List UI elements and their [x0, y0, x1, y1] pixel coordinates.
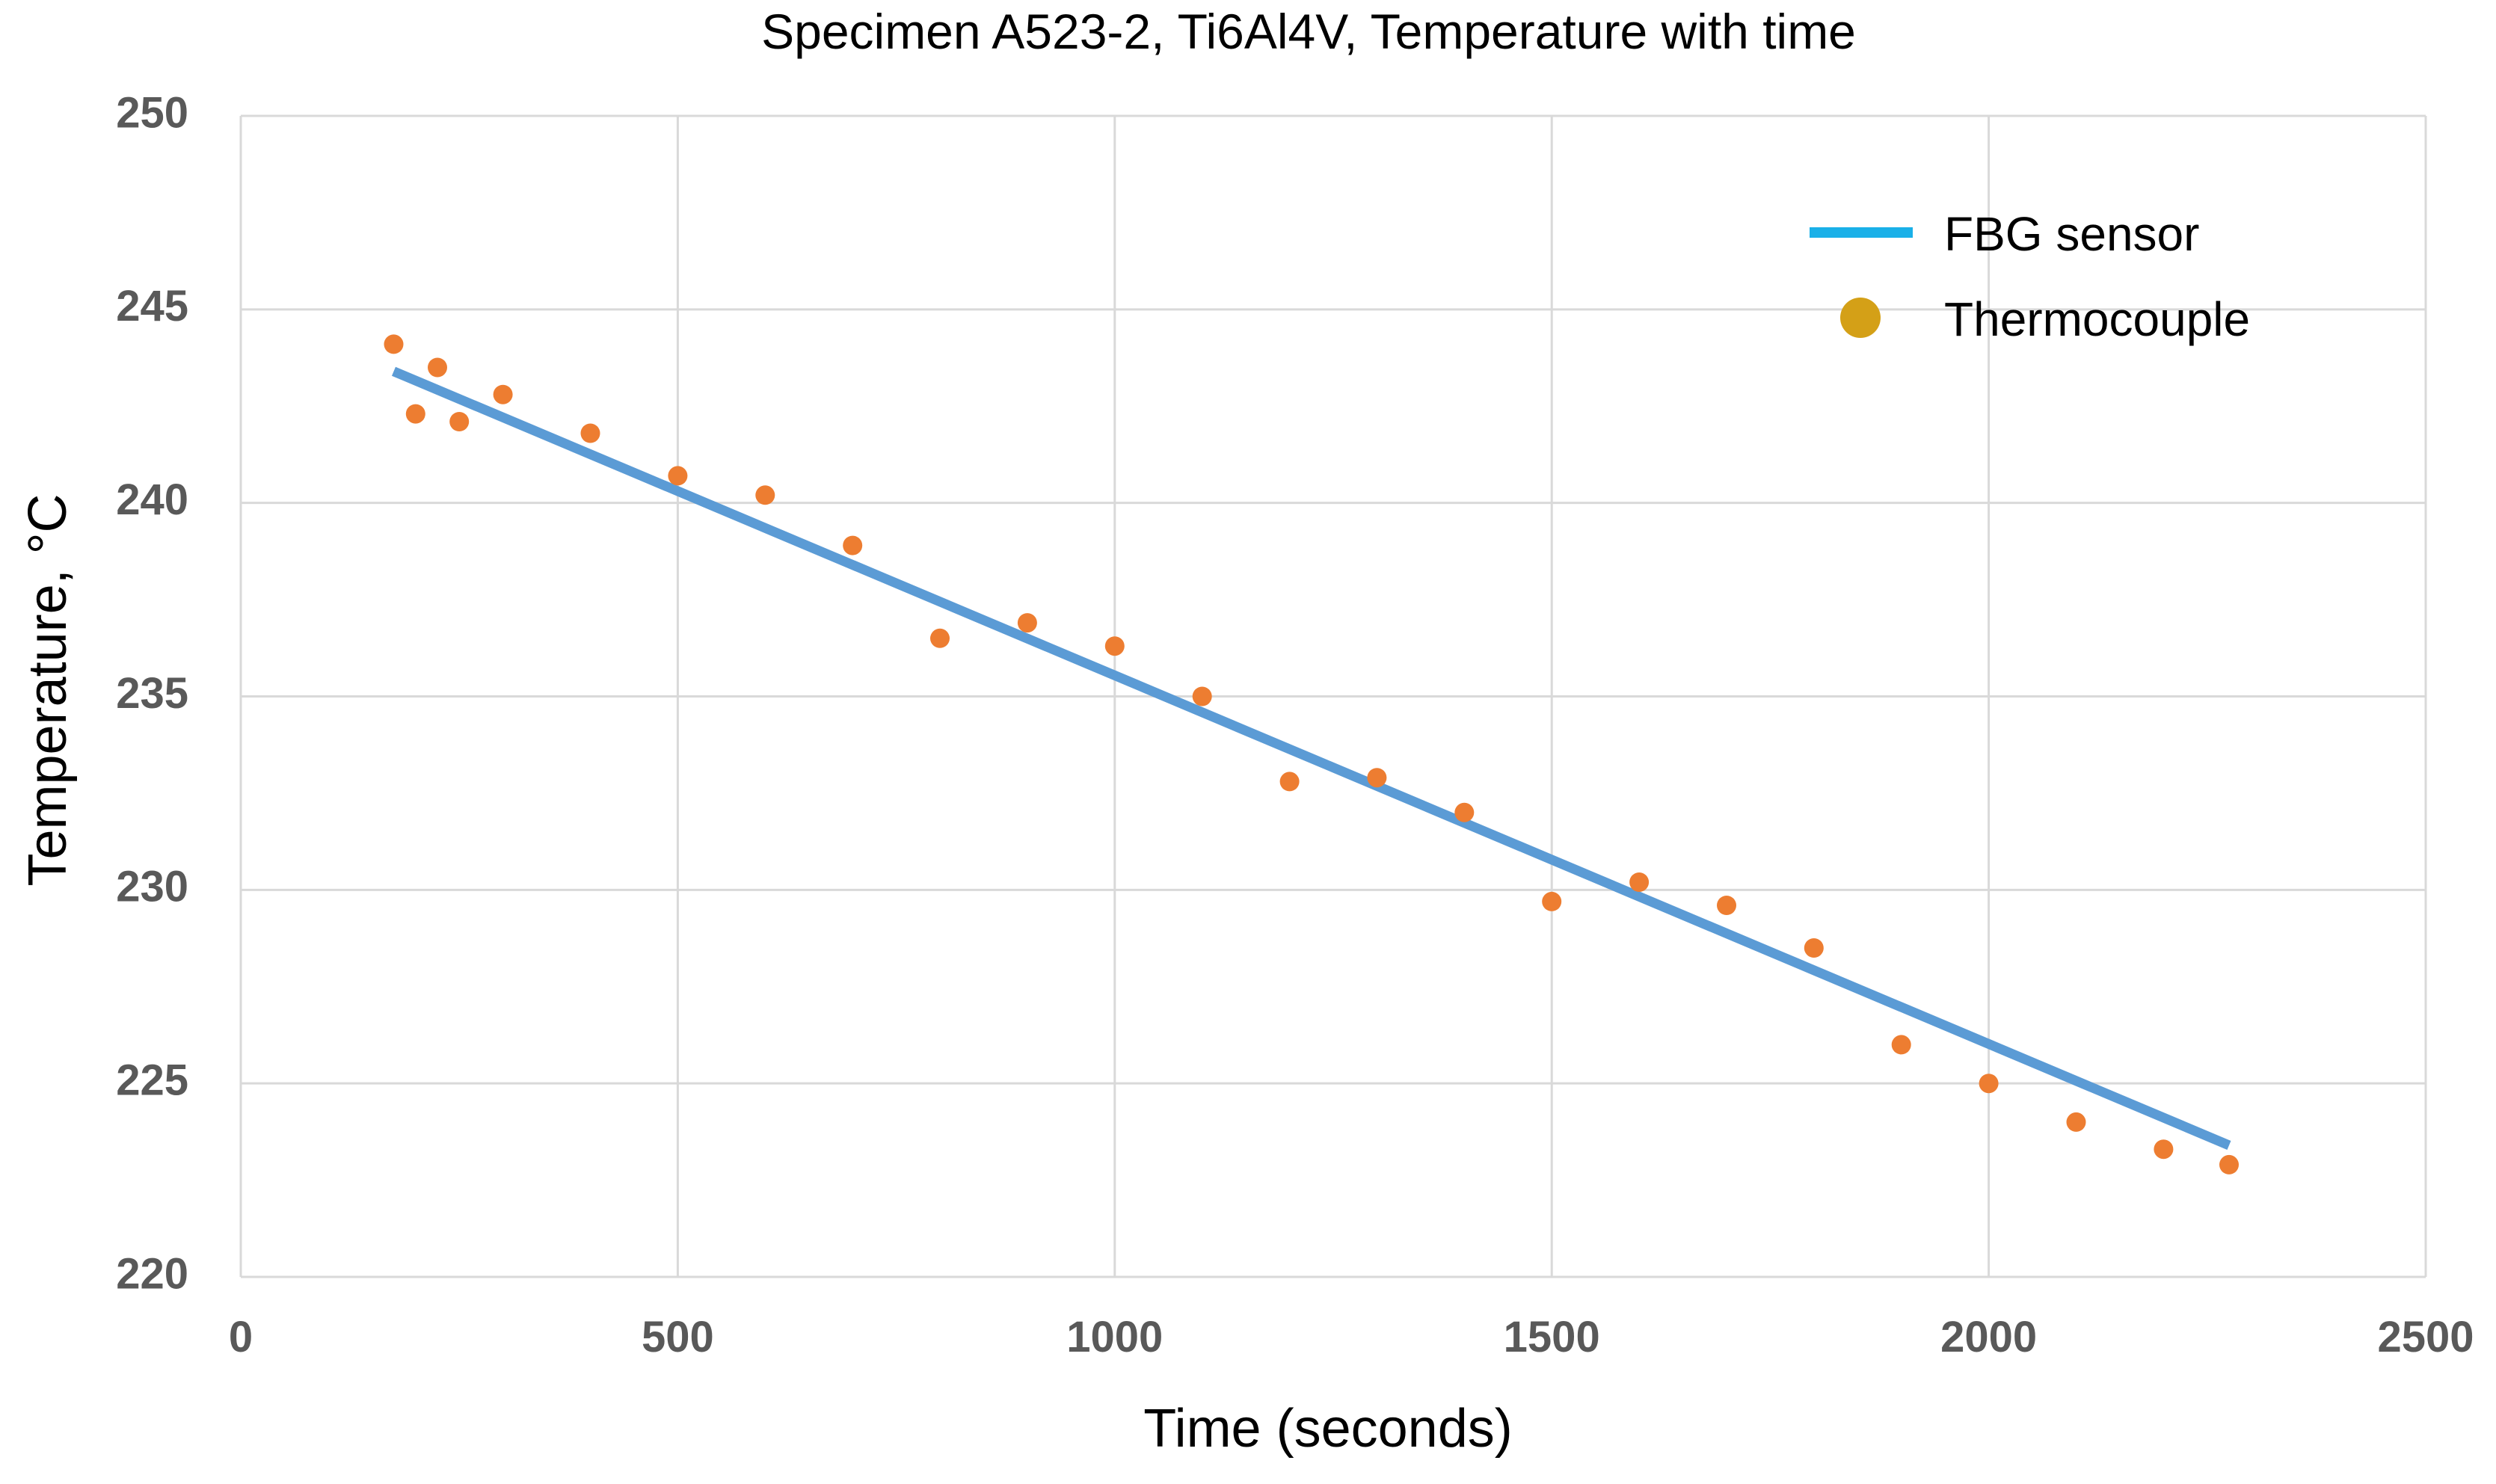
legend-label-fbg-sensor: FBG sensor [1944, 207, 2199, 261]
thermocouple-point[interactable] [1542, 891, 1562, 911]
chart-title: Specimen A523-2, Ti6Al4V, Temperature wi… [761, 4, 1856, 59]
y-axis-label: Temperature, °C [18, 494, 78, 887]
thermocouple-point[interactable] [1979, 1074, 1999, 1094]
y-tick-label: 240 [116, 475, 188, 524]
thermocouple-point[interactable] [1367, 768, 1387, 788]
y-tick-label: 230 [116, 863, 188, 911]
thermocouple-point[interactable] [1017, 613, 1037, 633]
thermocouple-point[interactable] [384, 334, 404, 354]
x-tick-label: 500 [642, 1313, 714, 1361]
x-tick-labels: 0 500 1000 1500 2000 2500 [229, 1313, 2474, 1361]
y-tick-label: 250 [116, 88, 188, 137]
fbg-sensor-line[interactable] [391, 366, 2231, 1150]
x-tick-label: 2000 [1940, 1313, 2037, 1361]
thermocouple-point[interactable] [2066, 1112, 2086, 1132]
x-tick-label: 2500 [2377, 1313, 2474, 1361]
y-tick-labels: 220 225 230 235 240 245 250 [116, 88, 188, 1298]
thermocouple-point[interactable] [1454, 802, 1475, 822]
legend-label-thermocouple: Thermocouple [1944, 292, 2250, 346]
thermocouple-point[interactable] [843, 535, 863, 555]
thermocouple-point[interactable] [1629, 872, 1650, 892]
thermocouple-point[interactable] [580, 423, 600, 443]
thermocouple-point[interactable] [1717, 896, 1736, 915]
y-tick-label: 235 [116, 669, 188, 718]
series [384, 334, 2239, 1174]
y-tick-label: 245 [116, 282, 188, 330]
thermocouple-point[interactable] [2219, 1154, 2239, 1174]
thermocouple-point[interactable] [428, 357, 447, 378]
thermocouple-point[interactable] [755, 485, 775, 505]
y-tick-label: 220 [116, 1249, 188, 1298]
y-tick-label: 225 [116, 1056, 188, 1104]
thermocouple-point[interactable] [1192, 686, 1212, 706]
thermocouple-point[interactable] [1104, 636, 1125, 656]
legend-thermocouple-swatch [1840, 298, 1881, 338]
legend[interactable]: FBG sensor Thermocouple [1810, 207, 2250, 346]
thermocouple-point[interactable] [1891, 1035, 1911, 1055]
thermocouple-point[interactable] [449, 412, 470, 431]
thermocouple-point[interactable] [668, 466, 688, 486]
x-tick-label: 1500 [1504, 1313, 1600, 1361]
x-axis-label: Time (seconds) [1143, 1399, 1512, 1459]
x-tick-label: 1000 [1066, 1313, 1163, 1361]
thermocouple-point[interactable] [930, 628, 950, 648]
thermocouple-point[interactable] [1804, 938, 1824, 958]
x-tick-label: 0 [229, 1313, 253, 1361]
thermocouple-point[interactable] [493, 384, 513, 404]
thermocouple-point[interactable] [2154, 1139, 2174, 1160]
axes [239, 116, 2426, 1278]
thermocouple-point[interactable] [1279, 772, 1300, 792]
thermocouple-point[interactable] [405, 404, 425, 424]
